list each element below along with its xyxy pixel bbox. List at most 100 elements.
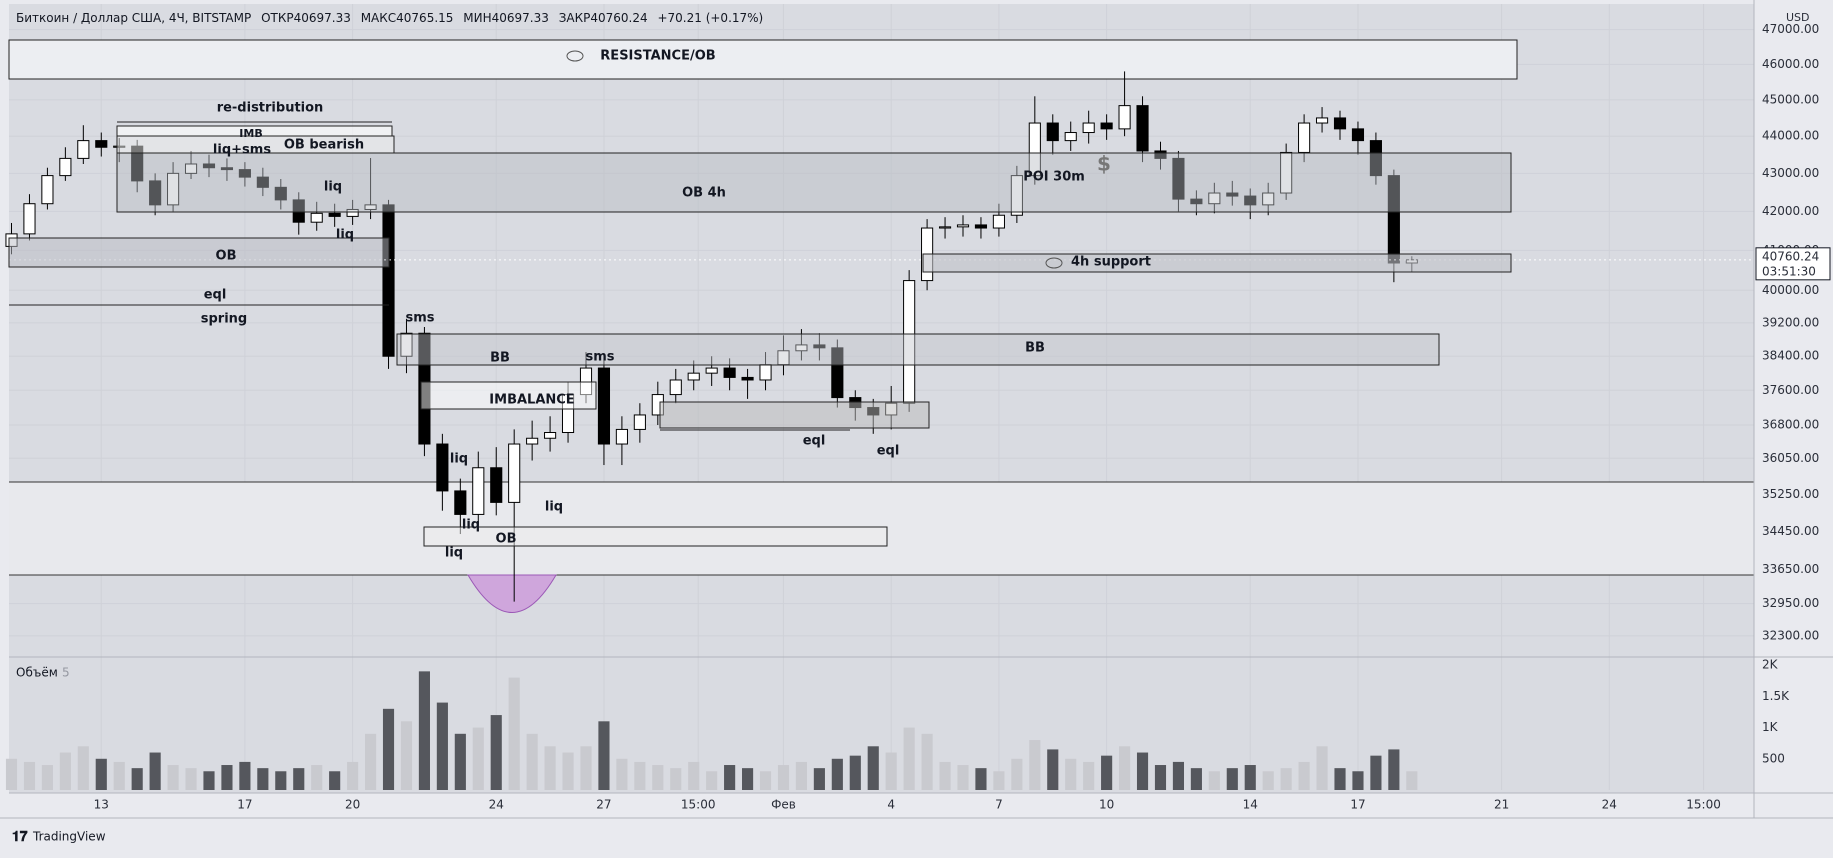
candle-body — [633, 414, 646, 430]
candle-body — [184, 163, 198, 174]
annotation: liq+sms — [213, 143, 271, 158]
y-tick-label: 34450.00 — [1762, 524, 1819, 538]
annotation: re-distribution — [217, 101, 324, 116]
volume-bar — [1334, 768, 1346, 790]
open-label: ОТКР — [261, 11, 294, 25]
volume-bar — [293, 768, 305, 790]
candle-body — [292, 199, 305, 223]
annotation: OB — [216, 249, 237, 264]
candle-body — [938, 226, 952, 229]
volume-bar — [1244, 765, 1256, 790]
y-tick-label: 36800.00 — [1762, 418, 1819, 432]
volume-bar — [885, 752, 897, 790]
zone-box — [659, 401, 930, 429]
volume-bar — [382, 708, 395, 790]
y-tick-label: 38400.00 — [1762, 349, 1819, 363]
candle-body — [1262, 192, 1275, 206]
annotation: liq — [324, 180, 342, 195]
x-tick-label: 14 — [1243, 798, 1258, 812]
volume-bar — [329, 771, 341, 790]
annotation: OB bearish — [284, 138, 364, 153]
volume-bar — [454, 733, 466, 790]
currency: USD — [1786, 11, 1810, 24]
volume-bar — [795, 761, 807, 790]
candle-body — [669, 379, 682, 396]
candle-body — [813, 344, 826, 349]
logo: 𝟏𝟕 — [12, 829, 28, 845]
candle-body — [95, 140, 108, 148]
low-label: МИН — [463, 11, 491, 25]
arc — [467, 574, 557, 613]
volume-bar — [742, 768, 754, 790]
y-tick-label: 40000.00 — [1762, 283, 1819, 297]
volume-length: 5 — [62, 666, 70, 680]
candle-body — [23, 203, 36, 235]
volume-bar — [921, 733, 933, 790]
x-tick-label: 24 — [1602, 798, 1617, 812]
candle-body — [508, 443, 521, 503]
volume-bar — [1262, 771, 1274, 790]
volume-bar — [526, 733, 538, 790]
volume-tick-label: 2K — [1762, 658, 1779, 672]
volume-bar — [957, 765, 969, 790]
volume-bar — [1154, 765, 1167, 790]
open-value: 40697.33 — [294, 11, 351, 25]
volume-bar — [993, 771, 1005, 790]
y-tick-label: 44000.00 — [1762, 129, 1819, 143]
candle-body — [759, 364, 772, 381]
ob-4h-box — [116, 152, 1512, 213]
volume-bar — [939, 761, 951, 790]
candle-body — [77, 140, 90, 159]
candle-body — [1244, 195, 1257, 206]
volume-bar — [239, 761, 251, 790]
candle-body — [202, 163, 216, 169]
candle-body — [526, 437, 539, 445]
x-tick-label: 17 — [237, 798, 252, 812]
candle-body — [382, 204, 395, 357]
volume-bar — [41, 765, 53, 790]
y-tick-label: 37600.00 — [1762, 383, 1819, 397]
candle-body — [436, 443, 449, 492]
volume-bar — [1208, 771, 1220, 790]
y-tick-label: 32300.00 — [1762, 628, 1819, 642]
x-tick-label: 13 — [94, 798, 109, 812]
volume-tick-label: 1.5K — [1762, 689, 1790, 703]
change: +70.21 (+0.17%) — [657, 11, 763, 25]
candle-body — [41, 175, 54, 205]
candle-body — [687, 372, 700, 381]
high-label: МАКС — [361, 11, 396, 25]
candle-body — [1369, 140, 1382, 177]
ob-box — [8, 237, 390, 268]
candle-body — [149, 180, 162, 206]
candle-body — [723, 367, 736, 378]
ob-bearish-box — [116, 135, 395, 154]
price-tag — [1755, 247, 1831, 281]
candle-body — [364, 204, 377, 210]
x-tick-label: Фев — [771, 798, 796, 812]
annotation: sms — [585, 350, 614, 365]
price-tag-countdown: 03:51:30 — [1762, 264, 1816, 278]
candle-body — [328, 212, 341, 217]
volume-bar — [1136, 752, 1149, 790]
volume-tick-label: 1K — [1762, 720, 1779, 734]
candle-body — [974, 224, 988, 229]
volume-bar — [616, 758, 628, 790]
volume-bar — [1172, 761, 1185, 790]
volume-bar — [1190, 768, 1202, 790]
volume-bar — [1119, 746, 1131, 790]
eye-icon — [1045, 257, 1063, 269]
volume-bar — [580, 746, 592, 790]
volume-bar — [1388, 749, 1400, 790]
volume-bar — [5, 758, 18, 790]
candle-body — [1010, 175, 1023, 216]
candle-body — [705, 367, 718, 374]
volume-bar — [1047, 749, 1059, 790]
candle-body — [1280, 151, 1293, 194]
bb-box — [396, 333, 1440, 366]
candle-body — [400, 332, 413, 357]
volume-bar — [59, 752, 71, 790]
x-tick-label: 15:00 — [1686, 798, 1721, 812]
annotation: liq — [445, 546, 463, 561]
